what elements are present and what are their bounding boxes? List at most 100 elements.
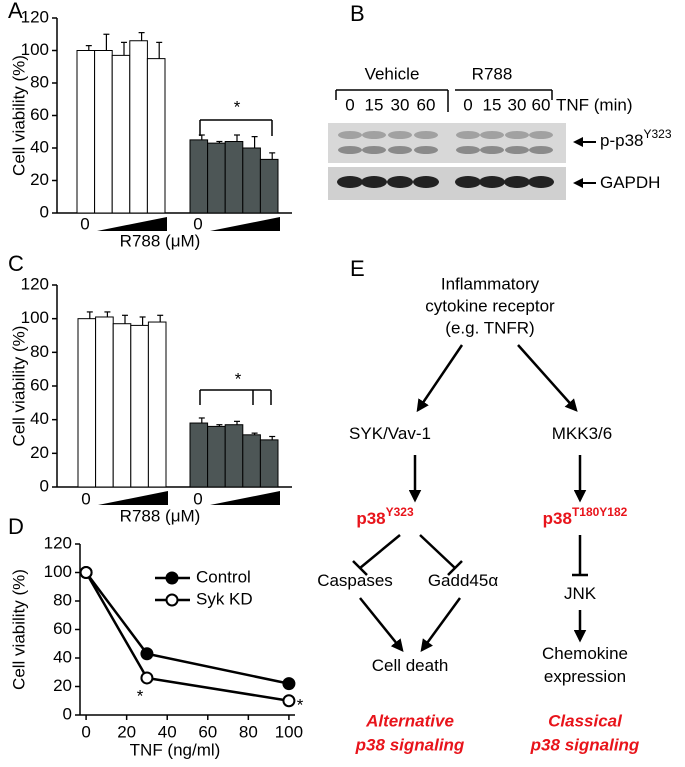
y-tick-label: 120: [21, 7, 49, 26]
lane-label: 60: [532, 95, 551, 114]
pathway-label: p38 signaling: [355, 735, 465, 754]
node-label-main: Cell death: [372, 656, 449, 675]
node-label: Chemokine: [542, 644, 628, 663]
legend-label: Syk KD: [196, 589, 253, 608]
bar: [207, 142, 226, 214]
x-tick-label: 80: [239, 722, 258, 741]
y-tick-label: 100: [44, 562, 72, 581]
node-label: Gadd45α: [428, 571, 498, 590]
bar: [76, 50, 96, 214]
band: [529, 131, 553, 139]
node-label: expression: [544, 667, 626, 686]
band: [414, 146, 438, 154]
bar: [112, 323, 132, 488]
bar: [224, 141, 244, 214]
lane-label: 30: [391, 95, 410, 114]
band-label-sup: Y323: [643, 127, 671, 141]
line: [85, 571, 290, 685]
y-tick-label: 120: [44, 533, 72, 552]
marker: [79, 566, 93, 579]
x-tick-label: 20: [117, 722, 136, 741]
band: [528, 176, 554, 188]
node-label: p38Y323: [356, 505, 414, 528]
bar: [242, 434, 261, 488]
sig-star: *: [297, 695, 304, 714]
sig-star: *: [234, 97, 241, 116]
y-axis-label: Cell viability (%): [9, 569, 28, 690]
y-tick-label: 120: [21, 274, 49, 293]
lane-axis-label: TNF (min): [556, 95, 632, 114]
panel-label: B: [350, 1, 365, 26]
y-tick-label: 80: [30, 342, 49, 361]
node-label-main: Caspases: [317, 571, 393, 590]
node-label-sup: T180Y182: [572, 505, 628, 519]
dose-wedge: [97, 217, 167, 231]
bar: [129, 40, 148, 214]
lane-label: 60: [417, 95, 436, 114]
x-tick-label: 40: [158, 722, 177, 741]
y-tick-label: 0: [63, 704, 72, 723]
bar: [94, 50, 113, 214]
lane-label: 15: [483, 95, 502, 114]
diagram-edges: [352, 344, 588, 653]
band: [362, 131, 386, 139]
bar: [146, 58, 166, 214]
pathway-label: Classical: [548, 711, 623, 730]
panel-label: D: [8, 514, 24, 539]
band: [505, 146, 529, 154]
bar: [130, 324, 149, 488]
node-label-main: Chemokine: [542, 644, 628, 663]
bar: [147, 321, 167, 488]
node-label-main: p38: [543, 509, 572, 528]
band: [480, 131, 504, 139]
y-tick-label: 0: [40, 202, 49, 221]
node-label: Cell death: [372, 656, 449, 675]
lane-label: 0: [345, 95, 354, 114]
group-label: R788: [472, 64, 513, 83]
x-tick-label: 0: [81, 489, 90, 508]
node-label-main: p38: [356, 509, 385, 528]
x-tick-label: 0: [193, 489, 202, 508]
lane-label: 30: [508, 95, 527, 114]
node-label-main: SYK/Vav-1: [349, 424, 431, 443]
band: [338, 131, 362, 139]
receptor-label: cytokine receptor: [425, 296, 555, 315]
band: [479, 176, 505, 188]
bar: [189, 139, 209, 214]
node-label-sup: Y323: [386, 505, 414, 519]
marker: [140, 647, 154, 661]
bar: [189, 422, 209, 488]
legend-marker: [165, 593, 179, 607]
y-tick-label: 20: [30, 443, 49, 462]
dose-wedge: [98, 491, 168, 505]
y-tick-label: 20: [30, 170, 49, 189]
bar: [224, 424, 244, 488]
band: [414, 131, 438, 139]
node-label: MKK3/6: [552, 424, 612, 443]
node-label-main: JNK: [564, 584, 597, 603]
y-tick-label: 60: [30, 375, 49, 394]
y-tick-label: 40: [30, 409, 49, 428]
y-tick-label: 80: [53, 590, 72, 609]
pathway-label: Alternative: [365, 711, 454, 730]
bar: [259, 439, 279, 488]
x-axis-label: R788 (μM): [120, 506, 201, 525]
node-label-main: Gadd45α: [428, 571, 498, 590]
dose-wedge: [210, 491, 280, 505]
receptor-label: (e.g. TNFR): [445, 318, 534, 337]
sig-star: *: [235, 369, 242, 388]
lane-label: 0: [463, 95, 472, 114]
band: [387, 176, 413, 188]
x-tick-label: 0: [81, 722, 90, 741]
receptor-label: Inflammatory: [441, 274, 540, 293]
x-axis-label: R788 (μM): [120, 231, 201, 250]
band: [455, 176, 481, 188]
marker: [282, 677, 296, 691]
lane-label: 15: [365, 95, 384, 114]
node-label: Caspases: [317, 571, 393, 590]
bar: [111, 54, 131, 214]
band: [456, 146, 480, 154]
band: [504, 176, 530, 188]
